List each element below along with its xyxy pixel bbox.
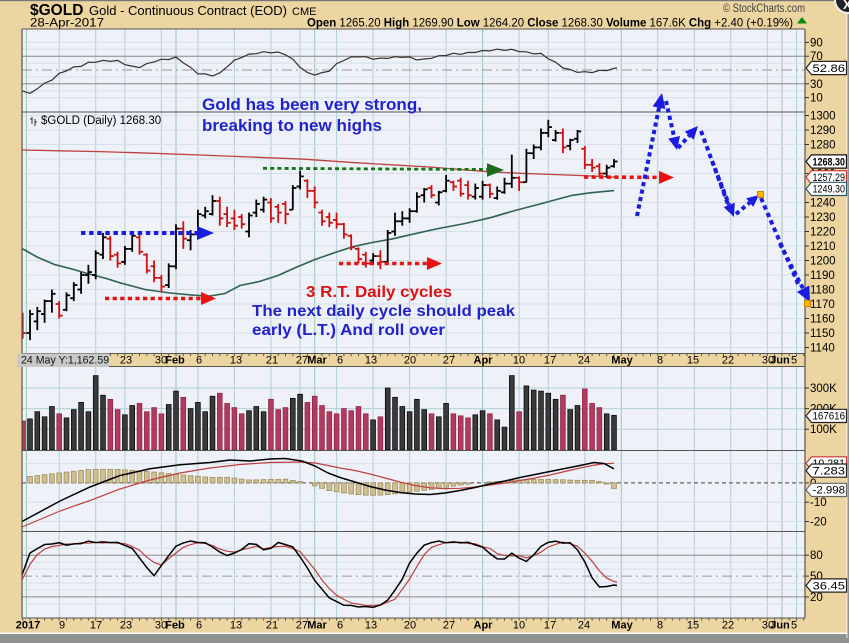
svg-text:X: X [843, 0, 849, 12]
svg-text:May: May [611, 355, 633, 367]
svg-text:6: 6 [337, 355, 343, 367]
svg-text:21: 21 [266, 620, 278, 632]
svg-text:1200: 1200 [810, 256, 836, 268]
svg-text:28-Apr-2017: 28-Apr-2017 [30, 16, 104, 30]
svg-text:Open 1265.20 High 1269.90 Low: Open 1265.20 High 1269.90 Low 1264.20 Cl… [307, 16, 793, 30]
svg-text:8: 8 [657, 620, 663, 632]
svg-text:36.45: 36.45 [813, 580, 846, 592]
svg-text:Feb: Feb [165, 620, 185, 632]
svg-text:early (L.T.) And roll over: early (L.T.) And roll over [252, 322, 445, 339]
svg-text:10: 10 [513, 355, 525, 367]
svg-text:1220: 1220 [810, 227, 836, 239]
svg-text:-20: -20 [810, 517, 827, 529]
svg-text:1190: 1190 [810, 270, 835, 282]
svg-text:20: 20 [404, 620, 416, 632]
svg-text:1140: 1140 [810, 343, 835, 355]
svg-text:10: 10 [810, 93, 823, 105]
svg-text:20: 20 [404, 355, 416, 367]
svg-text:2017: 2017 [16, 620, 40, 632]
svg-text:15: 15 [687, 355, 699, 367]
svg-text:1300: 1300 [810, 111, 836, 123]
svg-text:1170: 1170 [810, 299, 835, 311]
svg-text:52.86: 52.86 [813, 63, 846, 75]
svg-text:22: 22 [722, 620, 734, 632]
svg-text:1210: 1210 [810, 241, 836, 253]
svg-text:23: 23 [120, 355, 132, 367]
svg-text:10: 10 [513, 620, 525, 632]
svg-text:22: 22 [722, 355, 734, 367]
svg-text:3 R.T. Daily cycles: 3 R.T. Daily cycles [306, 284, 452, 301]
svg-text:5: 5 [791, 355, 797, 367]
svg-text:Mar: Mar [307, 355, 327, 367]
svg-text:© StockCharts.com: © StockCharts.com [723, 3, 805, 15]
svg-text:9: 9 [59, 620, 65, 632]
svg-text:7.283: 7.283 [813, 465, 846, 477]
svg-text:1150: 1150 [810, 328, 835, 340]
svg-text:6: 6 [196, 355, 202, 367]
svg-text:27: 27 [443, 355, 455, 367]
svg-text:Apr: Apr [474, 355, 494, 367]
svg-text:13: 13 [230, 620, 242, 632]
svg-text:24: 24 [578, 620, 590, 632]
svg-text:30: 30 [810, 79, 823, 91]
svg-text:1160: 1160 [810, 314, 835, 326]
svg-text:Jun: Jun [770, 620, 790, 632]
svg-text:23: 23 [120, 620, 132, 632]
svg-text:Gold - Continuous Contract (EO: Gold - Continuous Contract (EOD) [89, 3, 287, 18]
svg-text:Apr: Apr [474, 620, 494, 632]
svg-text:The next daily cycle should pe: The next daily cycle should peak [252, 303, 515, 320]
svg-text:300K: 300K [810, 383, 837, 395]
svg-text:Mar: Mar [307, 620, 327, 632]
svg-text:Gold has been very strong,: Gold has been very strong, [202, 96, 422, 114]
svg-text:Jun: Jun [770, 355, 790, 367]
svg-text:-2.998: -2.998 [813, 485, 846, 497]
svg-text:100K: 100K [810, 424, 837, 436]
svg-text:20: 20 [810, 592, 823, 604]
svg-text:1240: 1240 [810, 198, 836, 210]
svg-text:8: 8 [657, 355, 663, 367]
svg-text:13: 13 [230, 355, 242, 367]
svg-text:-10: -10 [810, 497, 827, 509]
svg-text:1290: 1290 [810, 125, 836, 137]
svg-text:17: 17 [544, 355, 556, 367]
svg-text:5: 5 [791, 620, 797, 632]
svg-text:24 May Y:1,162.59: 24 May Y:1,162.59 [21, 355, 109, 367]
svg-text:17: 17 [544, 620, 556, 632]
svg-text:167616: 167616 [813, 411, 846, 423]
svg-text:13: 13 [365, 620, 377, 632]
svg-text:21: 21 [266, 355, 278, 367]
svg-text:80: 80 [810, 550, 823, 562]
svg-text:1230: 1230 [810, 212, 836, 224]
svg-text:1280: 1280 [810, 140, 836, 152]
svg-text:1249.30: 1249.30 [813, 184, 846, 196]
svg-text:13: 13 [365, 355, 377, 367]
svg-text:15: 15 [687, 620, 699, 632]
svg-text:$GOLD (Daily) 1268.30: $GOLD (Daily) 1268.30 [41, 115, 161, 127]
svg-text:May: May [611, 620, 633, 632]
svg-text:24: 24 [578, 355, 590, 367]
svg-text:27: 27 [443, 620, 455, 632]
svg-text:17: 17 [90, 620, 102, 632]
svg-text:6: 6 [337, 620, 343, 632]
svg-text:breaking to new highs: breaking to new highs [202, 117, 382, 135]
svg-text:Feb: Feb [165, 355, 185, 367]
svg-text:90: 90 [810, 37, 823, 49]
svg-text:1180: 1180 [810, 285, 835, 297]
svg-text:1268.30: 1268.30 [813, 156, 846, 168]
svg-text:6: 6 [196, 620, 202, 632]
